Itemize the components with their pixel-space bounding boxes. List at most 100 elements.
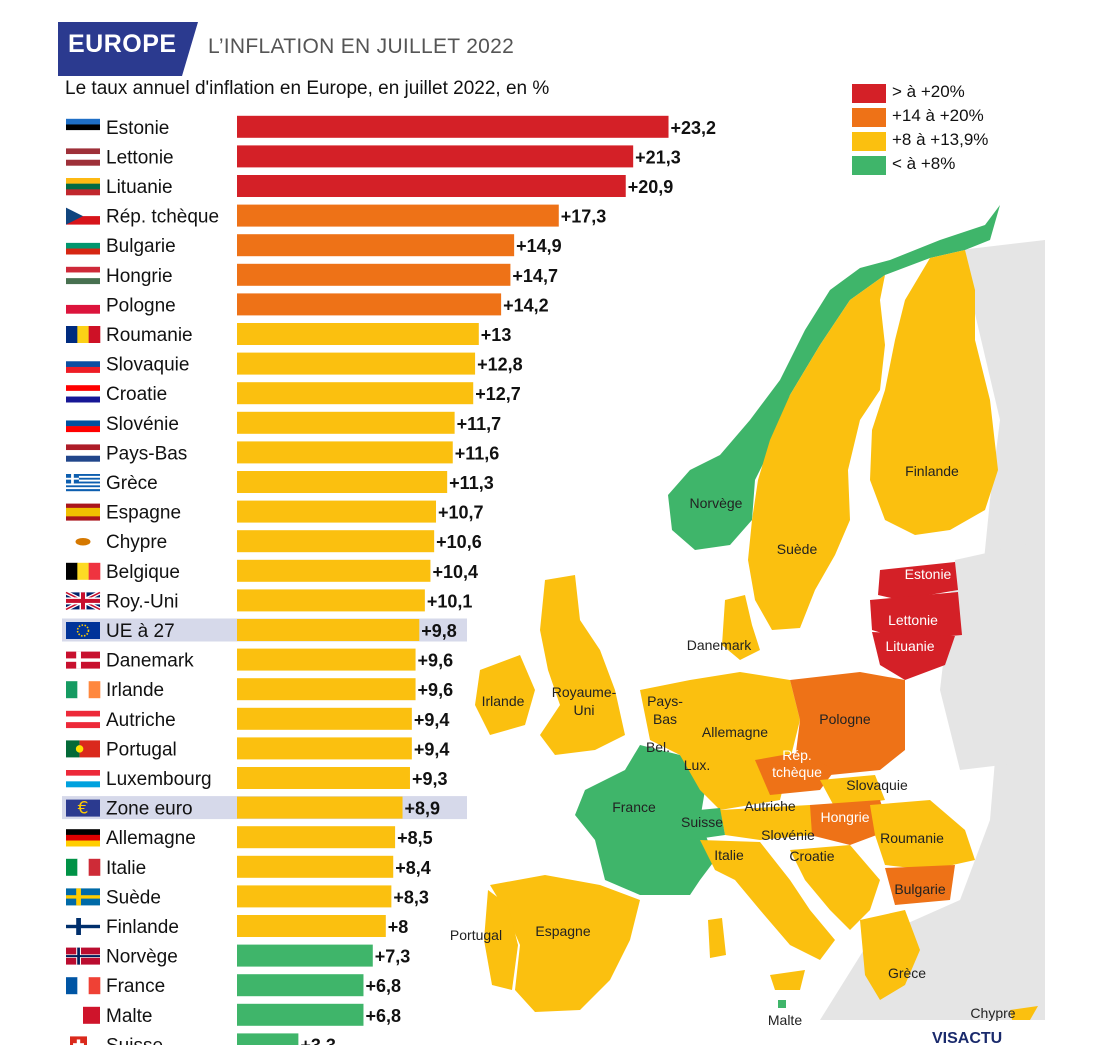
- bar: [237, 1003, 364, 1026]
- legend-label: > à +20%: [892, 82, 965, 101]
- france-flag-icon: [66, 977, 101, 995]
- map-label-rep: Rép.: [782, 747, 812, 763]
- bar-value-label: +9,4: [414, 710, 450, 730]
- bar-row-zone-euro: € Zone euro +8,9: [62, 796, 467, 820]
- legend-swatch: [852, 84, 886, 103]
- map-sweden: [748, 275, 885, 630]
- map-label-lux: Lux.: [684, 757, 710, 773]
- map-label-norvege: Norvège: [690, 495, 743, 511]
- bar-row-chypre: Chypre +10,6: [66, 530, 482, 553]
- credit-logo: VISACTU: [932, 1030, 1003, 1047]
- bar: [237, 737, 412, 760]
- map-label-slovenie: Slovénie: [761, 827, 815, 843]
- bar-value-label: +9,6: [418, 680, 454, 700]
- bar-category-label: Espagne: [106, 503, 181, 524]
- header: EUROPE L’INFLATION EN JUILLET 2022: [58, 22, 1048, 76]
- bar-value-label: +17,3: [561, 207, 607, 227]
- map-germany: [640, 672, 800, 810]
- bar-value-label: +7,3: [375, 947, 411, 967]
- bar-category-label: Pays-Bas: [106, 443, 187, 464]
- finlande-flag-icon: [66, 918, 100, 935]
- map-lithuania: [872, 632, 955, 680]
- map-label-autriche: Autriche: [744, 798, 796, 814]
- map-label-uni: Uni: [573, 702, 594, 718]
- bar-row-luxembourg: Luxembourg +9,3: [66, 767, 448, 790]
- bar-category-label: Zone euro: [106, 799, 193, 820]
- bar: [237, 944, 373, 967]
- bar-category-label: Norvège: [106, 947, 178, 968]
- map-austria: [720, 805, 812, 840]
- map-estonia: [878, 562, 958, 600]
- bar-value-label: +8,3: [393, 887, 429, 907]
- bar-row-irlande: Irlande +9,6: [66, 678, 453, 701]
- legend-label: < à +8%: [892, 154, 956, 173]
- pologne-flag-icon: [66, 296, 100, 314]
- bar-category-label: Luxembourg: [106, 769, 212, 790]
- map-uk: [540, 575, 625, 755]
- suede-flag-icon: [66, 888, 100, 906]
- legend-label: +8 à +13,9%: [892, 130, 989, 149]
- bar-value-label: +21,3: [635, 147, 681, 167]
- bar-row-norvege: Norvège +7,3: [66, 944, 411, 968]
- allemagne-flag-icon: [66, 829, 100, 847]
- bar-value-label: +14,7: [512, 266, 558, 286]
- belgique-flag-icon: [66, 562, 101, 580]
- luxembourg-flag-icon: [66, 770, 100, 788]
- bar-value-label: +9,8: [421, 621, 457, 641]
- map-label-hongrie: Hongrie: [820, 809, 869, 825]
- bar-category-label: Roy.-Uni: [106, 591, 179, 612]
- map-label-danemark: Danemark: [687, 637, 753, 653]
- bar-row-roy-uni: Roy.-Uni +10,1: [65, 589, 473, 612]
- map-label-chypre: Chypre: [970, 1005, 1015, 1021]
- map-label-estonie: Estonie: [905, 566, 952, 582]
- map-label-bulgarie: Bulgarie: [894, 881, 946, 897]
- bar: [237, 471, 448, 493]
- bar-value-label: +10,1: [427, 591, 473, 611]
- map-label-portugal: Portugal: [450, 927, 502, 943]
- bar-row-danemark: Danemark +9,6: [66, 648, 453, 672]
- ue-a-27-flag-icon: [66, 622, 100, 639]
- roy-uni-flag-icon: [65, 590, 101, 612]
- norvege-flag-icon: [66, 947, 100, 965]
- bar-row-rep-tcheque: Rép. tchèque +17,3: [66, 204, 607, 228]
- bar-category-label: Roumanie: [106, 325, 193, 346]
- bar-row-lituanie: Lituanie +20,9: [66, 175, 673, 198]
- bar-row-pologne: Pologne +14,2: [66, 293, 549, 316]
- bar-category-label: France: [106, 976, 165, 997]
- map-czech: [755, 752, 835, 795]
- bar-value-label: +8: [388, 917, 409, 937]
- bar-row-finlande: Finlande +8: [66, 915, 408, 938]
- bar: [237, 855, 394, 878]
- bar-row-roumanie: Roumanie +13: [66, 323, 511, 346]
- bar-row-portugal: Portugal +9,4: [66, 737, 449, 760]
- legend-swatch: [852, 132, 886, 151]
- map-russia-east: [940, 540, 1045, 770]
- bar-value-label: +20,9: [628, 177, 674, 197]
- autriche-flag-icon: [66, 710, 100, 729]
- bar-row-ue-a-27: UE à 27 +9,8: [62, 618, 467, 642]
- bar-category-label: Slovénie: [106, 414, 179, 435]
- tag-background: [58, 22, 198, 76]
- bar-row-lettonie: Lettonie +21,3: [66, 145, 681, 168]
- hongrie-flag-icon: [66, 266, 100, 285]
- bar: [237, 619, 420, 641]
- slovaquie-flag-icon: [66, 355, 100, 373]
- bar: [237, 382, 474, 405]
- suisse-flag-icon: [70, 1036, 87, 1045]
- bar-row-autriche: Autriche +9,4: [66, 707, 450, 731]
- map-ireland: [475, 655, 535, 735]
- roumanie-flag-icon: [66, 326, 101, 343]
- bar-category-label: Belgique: [106, 562, 180, 583]
- bar-category-label: Italie: [106, 858, 146, 879]
- map-france: [575, 745, 715, 895]
- map-label-italie: Italie: [714, 847, 744, 863]
- bar-value-label: +13: [481, 325, 512, 345]
- bar: [237, 767, 410, 789]
- map-label-finlande: Finlande: [905, 463, 959, 479]
- bar-value-label: +8,5: [397, 828, 433, 848]
- italie-flag-icon: [66, 858, 101, 876]
- bar-category-label: Malte: [106, 1006, 152, 1027]
- bar-row-grece: Grèce +11,3: [66, 471, 494, 494]
